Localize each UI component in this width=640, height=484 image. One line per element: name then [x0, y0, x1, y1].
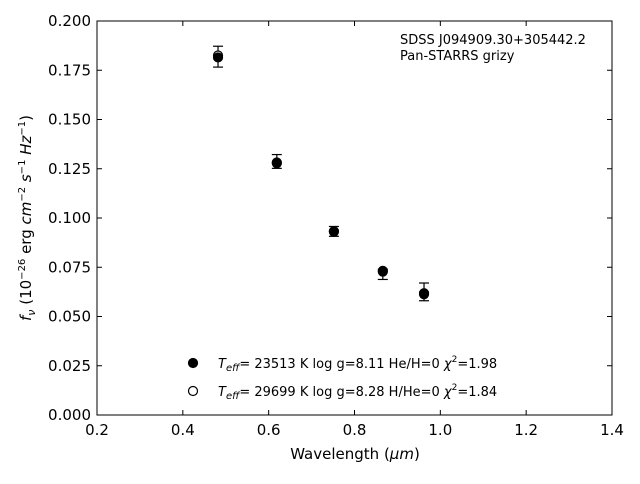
y-tick-label: 0.200 — [48, 12, 91, 30]
y-tick-label: 0.100 — [48, 209, 91, 227]
y-tick-label: 0.000 — [48, 406, 91, 424]
plot-frame — [96, 20, 613, 416]
x-tick-label: 1.2 — [514, 421, 538, 439]
x-axis-ticks: 0.2 0.4 0.6 0.8 1.0 1.2 1.4 — [85, 21, 624, 439]
x-tick-label: 0.2 — [85, 421, 109, 439]
y-axis-ticks: 0.000 0.025 0.050 0.075 0.100 0.125 0.150 0.175… — [48, 12, 612, 424]
model-point-filled — [377, 266, 388, 277]
legend: Teff= 23513 K log g=8.11 He/H=0 χ2=1.98 … — [187, 355, 497, 402]
x-tick-label: 0.4 — [171, 421, 195, 439]
x-tick-label: 0.6 — [257, 421, 281, 439]
legend-marker-filled — [187, 357, 199, 369]
x-tick-label: 1.4 — [600, 421, 624, 439]
x-tick-label: 1.0 — [428, 421, 452, 439]
annotation-survey: Pan-STARRS grizy — [400, 49, 515, 64]
y-tick-label: 0.125 — [48, 160, 91, 178]
y-axis-label: fν (10−26 erg cm−2 s−1 Hz−1) — [17, 115, 38, 321]
model-point-filled — [271, 158, 282, 169]
y-tick-label: 0.150 — [48, 111, 91, 129]
x-axis-label: Wavelength (μm) — [290, 445, 420, 463]
y-tick-label: 0.075 — [48, 258, 91, 276]
legend-label-filled: Teff= 23513 K log g=8.11 He/H=0 χ2=1.98 — [218, 355, 497, 374]
model-point-filled — [418, 289, 430, 300]
y-tick-label: 0.050 — [48, 308, 91, 326]
model-point-filled — [212, 52, 224, 63]
annotation-object-name: SDSS J094909.30+305442.2 — [400, 33, 586, 48]
legend-label-open: Teff= 29699 K log g=8.28 H/He=0 χ2=1.84 — [218, 383, 497, 402]
model-point-filled — [328, 226, 339, 237]
legend-marker-open — [187, 385, 199, 397]
x-tick-label: 0.8 — [343, 421, 367, 439]
y-tick-label: 0.025 — [48, 357, 91, 375]
y-tick-label: 0.175 — [48, 61, 91, 79]
data-marks — [212, 45, 430, 302]
